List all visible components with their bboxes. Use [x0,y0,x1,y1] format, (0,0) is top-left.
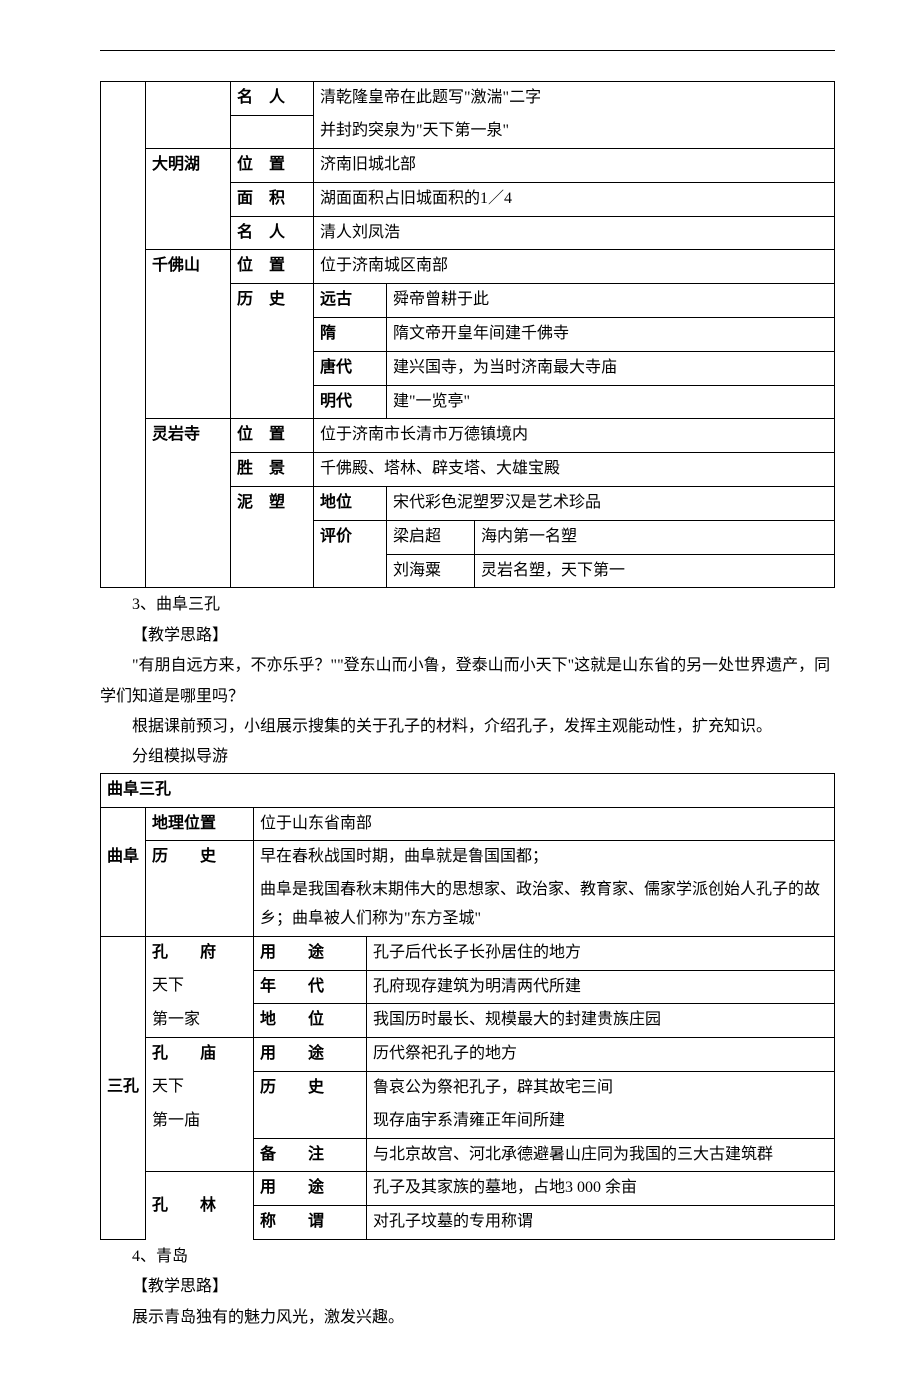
cell: 对孔子坟墓的专用称谓 [367,1206,835,1240]
sankong-label: 三孔 [101,1071,146,1104]
cell: 宋代彩色泥塑罗汉是艺术珍品 [387,487,835,521]
cell: 天下 [146,1071,254,1104]
cell: 年 代 [254,970,367,1004]
cell: 位于济南城区南部 [314,250,835,284]
cell: 地 位 [254,1004,367,1038]
section-3-p2: 根据课前预习，小组展示搜集的关于孔子的材料，介绍孔子，发挥主观能动性，扩充知识。 [100,712,835,742]
cell: 称 谓 [254,1206,367,1240]
cell: 位于济南市长清市万德镇境内 [314,419,835,453]
cell: 用 途 [254,1038,367,1072]
cell: 胜 景 [231,453,314,487]
section-4-p1: 展示青岛独有的魅力风光，激发兴趣。 [100,1303,835,1333]
cell: 用 途 [254,1172,367,1206]
section-4-number: 4、青岛 [100,1242,835,1272]
cell: 位 置 [231,149,314,183]
section-3-heading: 【教学思路】 [100,621,835,651]
cell: 我国历时最长、规模最大的封建贵族庄园 [367,1004,835,1038]
cell: 泥 塑 [231,487,314,521]
cell: 评价 [314,520,387,554]
cell: 清人刘凤浩 [314,216,835,250]
cell: 远古 [314,284,387,318]
cell: 孔府现存建筑为明清两代所建 [367,970,835,1004]
cell: 孔 林 [146,1172,254,1240]
cell: 千佛殿、塔林、辟支塔、大雄宝殿 [314,453,835,487]
cell: 名 人 [231,216,314,250]
cell: 大明湖 [146,149,231,183]
cell: 与北京故宫、河北承德避暑山庄同为我国的三大古建筑群 [367,1138,835,1172]
cell: 位 置 [231,419,314,453]
cell: 明代 [314,385,387,419]
cell: 刘海粟 [387,554,475,588]
cell: 并封趵突泉为"天下第一泉" [314,115,835,148]
cell: 鲁哀公为祭祀孔子，辟其故宅三间 [367,1071,835,1104]
cell: 隋文帝开皇年间建千佛寺 [387,318,835,352]
section-3-number: 3、曲阜三孔 [100,590,835,620]
cell: 清乾隆皇帝在此题写"激湍"二字 [314,82,835,116]
qufu-label: 曲阜 [101,841,146,936]
cell: 历 史 [254,1071,367,1104]
cell: 历 史 [146,841,254,936]
cell: 地位 [314,487,387,521]
cell: 第一庙 [146,1105,254,1138]
cell: 孔 府 [146,936,254,970]
cell: 位于山东省南部 [254,807,835,841]
cell: 面 积 [231,182,314,216]
section-3-p3: 分组模拟导游 [100,742,835,772]
cell: 孔子后代长子长孙居住的地方 [367,936,835,970]
cell: 第一家 [146,1004,254,1038]
cell: 唐代 [314,351,387,385]
cell: 名 人 [231,82,314,116]
cell: 早在春秋战国时期，曲阜就是鲁国国都； [254,841,835,874]
qufu-sankong-table: 曲阜三孔 地理位置 位于山东省南部 曲阜 历 史 早在春秋战国时期，曲阜就是鲁国… [100,773,835,1240]
top-divider [100,50,835,51]
cell: 湖面面积占旧城面积的1／4 [314,182,835,216]
cell: 舜帝曾耕于此 [387,284,835,318]
cell: 千佛山 [146,250,231,284]
cell: 海内第一名塑 [475,520,835,554]
page-container: 名 人 清乾隆皇帝在此题写"激湍"二字 并封趵突泉为"天下第一泉" 大明湖 位 … [0,0,920,1393]
cell: 建兴国寺，为当时济南最大寺庙 [387,351,835,385]
cell: 现存庙宇系清雍正年间所建 [367,1105,835,1138]
cell: 梁启超 [387,520,475,554]
section-4-heading: 【教学思路】 [100,1272,835,1302]
cell: 孔子及其家族的墓地，占地3 000 余亩 [367,1172,835,1206]
cell: 孔 庙 [146,1038,254,1072]
cell: 灵岩名塑，天下第一 [475,554,835,588]
cell: 天下 [146,970,254,1004]
cell: 灵岩寺 [146,419,231,453]
cell: 建"一览亭" [387,385,835,419]
cell: 济南旧城北部 [314,149,835,183]
section-3-p1: "有朋自远方来，不亦乐乎？""登东山而小鲁，登泰山而小天下"这就是山东省的另一处… [100,651,835,712]
cell: 隋 [314,318,387,352]
cell: 备 注 [254,1138,367,1172]
cell: 历代祭祀孔子的地方 [367,1038,835,1072]
cell: 地理位置 [146,807,254,841]
table2-title: 曲阜三孔 [101,773,835,807]
cell: 曲阜是我国春秋末期伟大的思想家、政治家、教育家、儒家学派创始人孔子的故乡；曲阜被… [254,874,835,936]
cell: 历 史 [231,284,314,318]
jinan-attractions-table: 名 人 清乾隆皇帝在此题写"激湍"二字 并封趵突泉为"天下第一泉" 大明湖 位 … [100,81,835,588]
cell: 用 途 [254,936,367,970]
cell: 位 置 [231,250,314,284]
